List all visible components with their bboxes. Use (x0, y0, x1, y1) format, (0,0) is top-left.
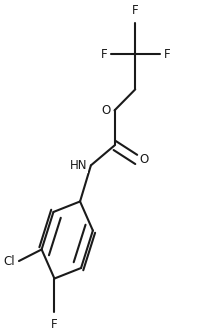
Text: F: F (100, 48, 107, 61)
Text: Cl: Cl (4, 255, 15, 268)
Text: HN: HN (70, 159, 87, 172)
Text: F: F (163, 48, 170, 61)
Text: F: F (132, 3, 139, 16)
Text: F: F (51, 318, 58, 331)
Text: O: O (102, 104, 111, 117)
Text: O: O (140, 153, 149, 166)
